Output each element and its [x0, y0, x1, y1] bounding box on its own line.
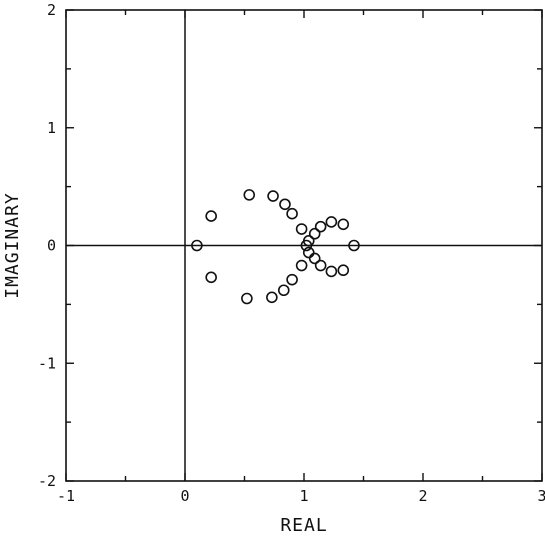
- data-point: [308, 252, 321, 265]
- data-point: [302, 234, 315, 247]
- data-point: [325, 216, 338, 228]
- data-point: [241, 292, 253, 305]
- data-point: [295, 223, 308, 235]
- data-point: [279, 198, 291, 211]
- data-point: [308, 227, 321, 240]
- data-point: [337, 218, 350, 231]
- data-point: [286, 273, 298, 286]
- y-tick-label: -2: [38, 472, 56, 490]
- data-point: [266, 291, 278, 304]
- data-point: [205, 271, 217, 284]
- x-tick-label: -1: [57, 487, 75, 505]
- data-point: [191, 239, 203, 252]
- data-point: [267, 190, 279, 202]
- data-point: [243, 189, 256, 201]
- data-point: [348, 239, 360, 252]
- data-point: [277, 284, 290, 297]
- y-axis-label: IMAGINARY: [2, 192, 23, 299]
- data-point: [286, 207, 298, 220]
- x-tick-label: 0: [180, 487, 189, 505]
- data-point: [337, 264, 350, 277]
- x-tick-label: 1: [299, 487, 308, 505]
- y-tick-label: 2: [47, 1, 56, 19]
- y-tick-label: 0: [47, 237, 56, 255]
- y-tick-label: -1: [38, 354, 56, 372]
- data-point: [314, 259, 327, 272]
- y-tick-label: 1: [47, 119, 56, 137]
- data-point: [205, 210, 217, 222]
- data-point: [295, 259, 308, 272]
- data-point: [325, 265, 338, 278]
- x-axis-label: REAL: [280, 515, 327, 536]
- x-tick-label: 2: [418, 487, 427, 505]
- data-point: [302, 246, 315, 259]
- x-tick-label: 3: [537, 487, 545, 505]
- data-point: [314, 220, 327, 233]
